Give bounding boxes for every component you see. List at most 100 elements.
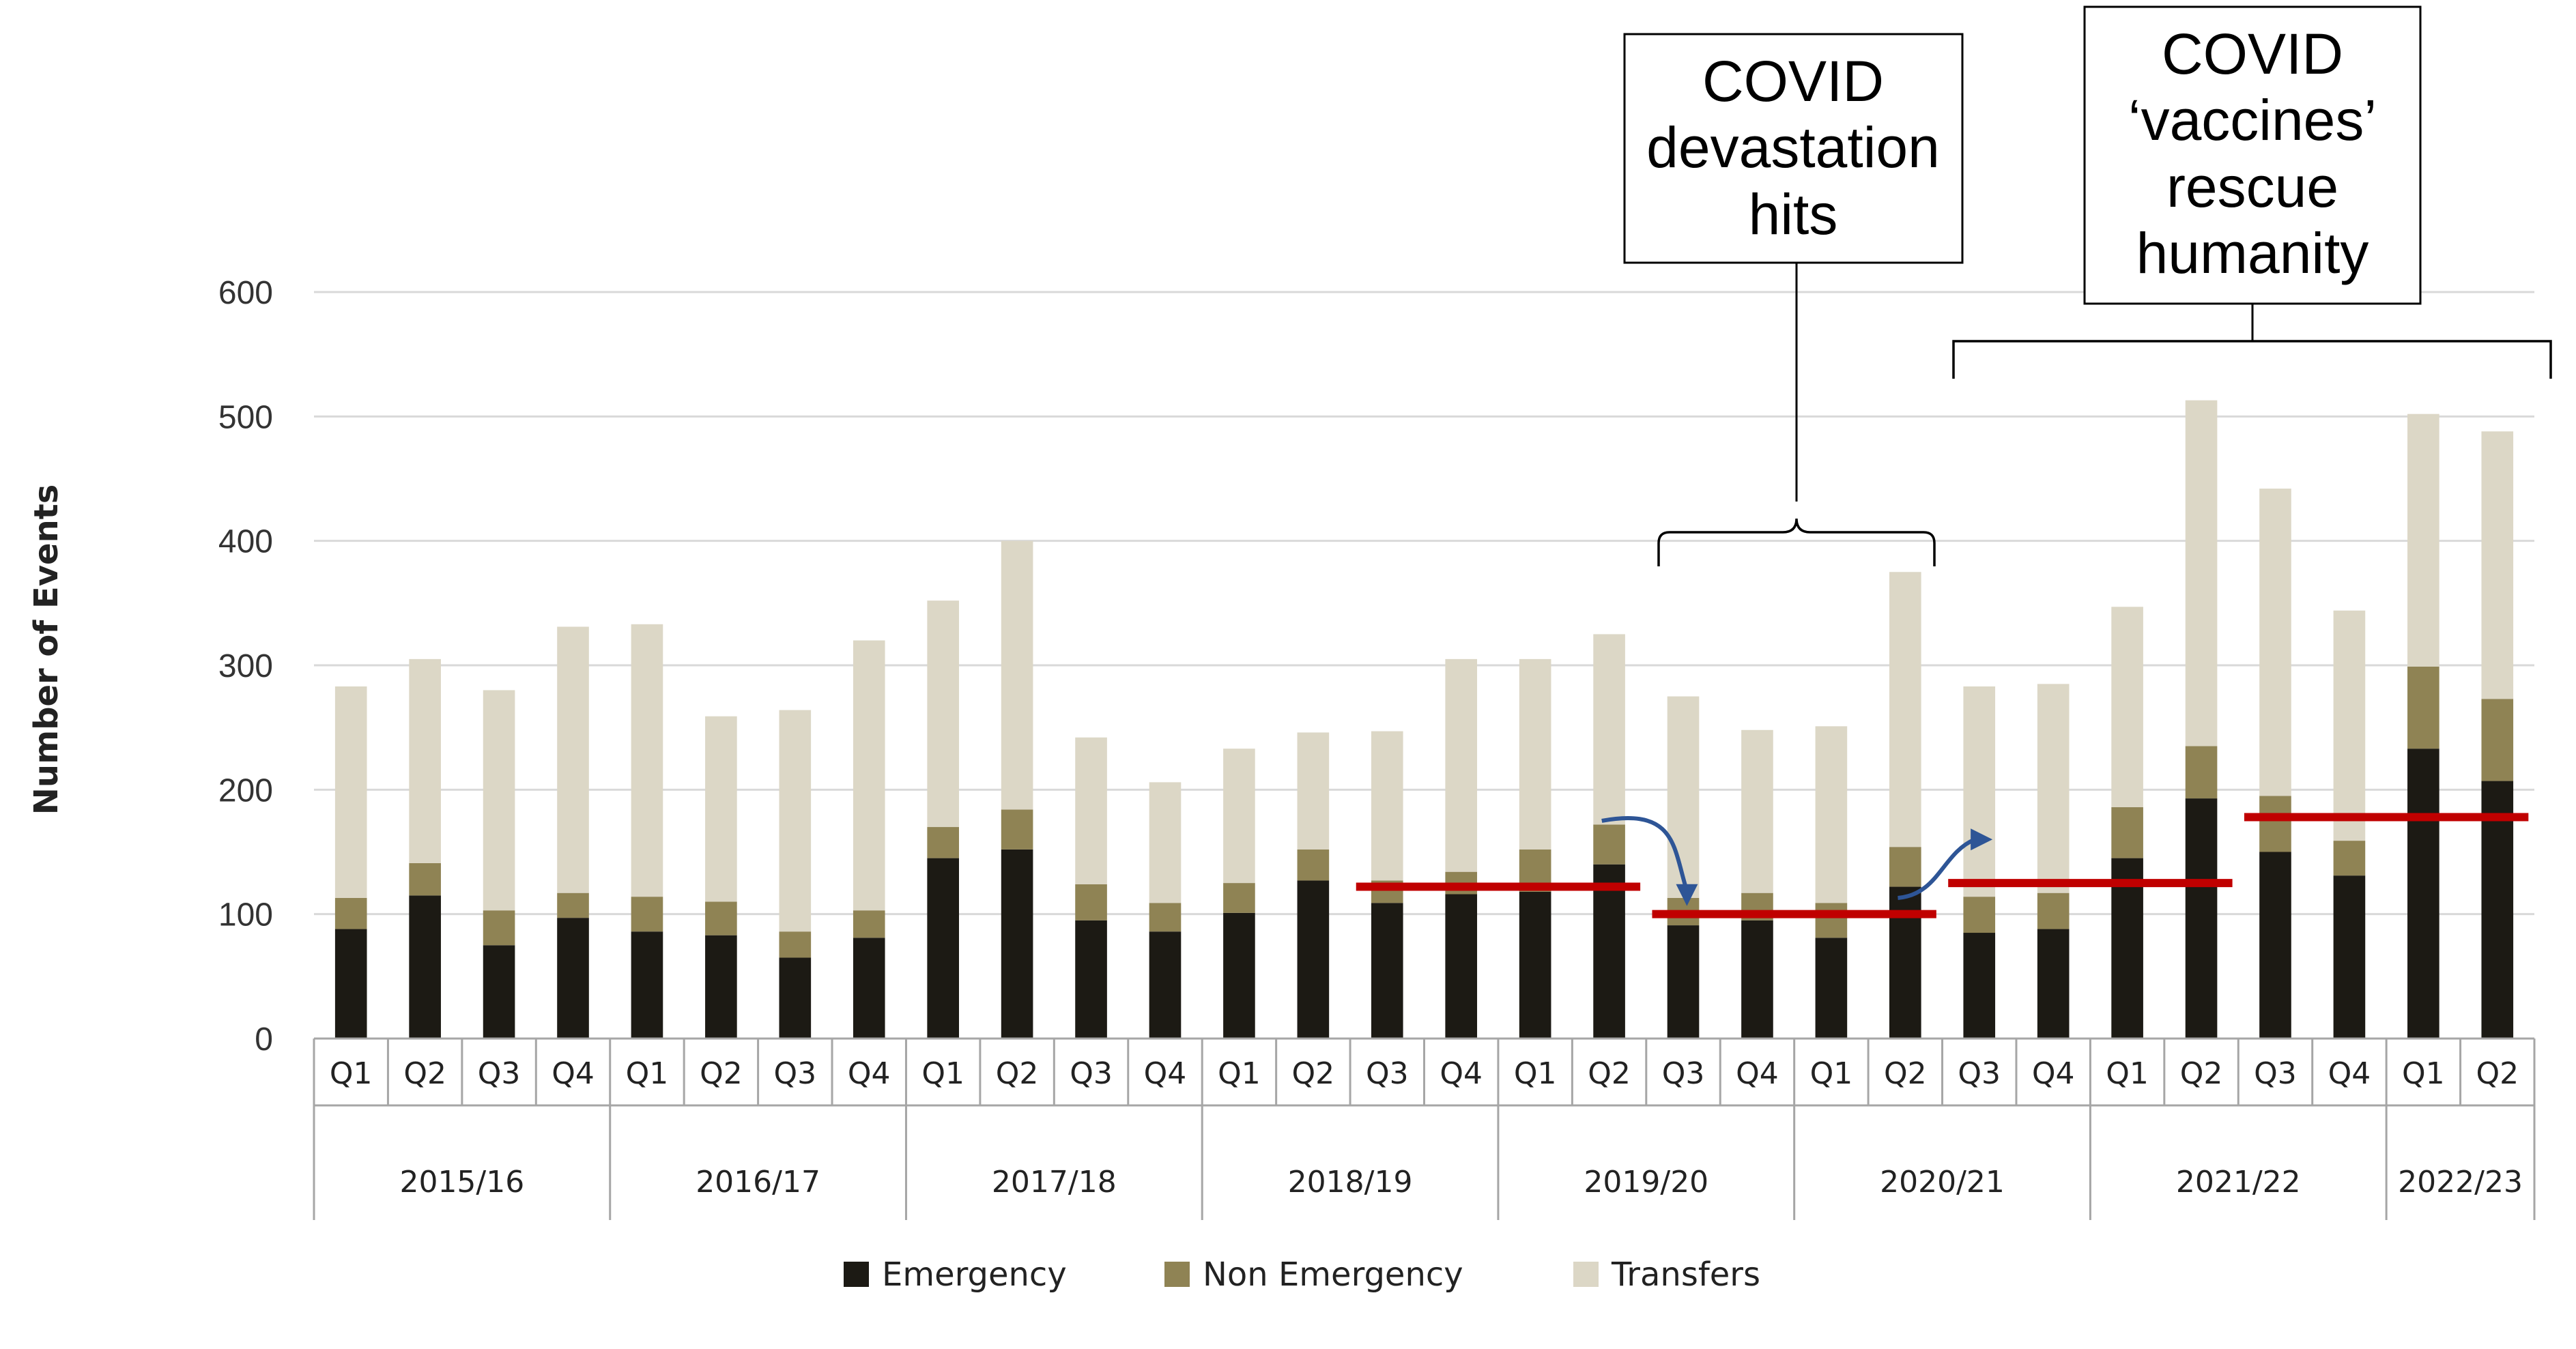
x-tick-label: Q1 <box>2106 1056 2149 1091</box>
x-tick-label: Q3 <box>1070 1056 1113 1091</box>
x-year-label: 2020/21 <box>1880 1165 2005 1200</box>
x-tick-label: Q1 <box>1810 1056 1853 1091</box>
x-year-label: 2021/22 <box>2176 1165 2301 1200</box>
trend-arrows <box>1601 816 1993 906</box>
bar-transfers <box>557 626 589 893</box>
bar-emergency <box>631 931 663 1039</box>
callout-covid-hits: COVID devastation hits <box>1623 33 1964 566</box>
callout-covid-vaccines-line-4: humanity <box>2136 221 2369 285</box>
bar-transfers <box>334 686 367 898</box>
x-tick-label: Q2 <box>1884 1056 1927 1091</box>
legend-swatch-non-emergency <box>1164 1262 1190 1287</box>
x-tick-label: Q3 <box>1662 1056 1705 1091</box>
bar-emergency <box>779 957 812 1039</box>
bar-emergency <box>853 938 885 1039</box>
bar-transfers <box>779 710 812 932</box>
x-tick-label: Q4 <box>2032 1056 2075 1091</box>
bar-transfers <box>1667 696 1700 898</box>
bar-emergency <box>1519 891 1551 1039</box>
bar-emergency <box>2037 929 2070 1039</box>
x-tick-label: Q4 <box>552 1056 595 1091</box>
x-tick-label: Q2 <box>1292 1056 1335 1091</box>
x-tick-label: Q1 <box>1514 1056 1557 1091</box>
callout-covid-vaccines-line-1: COVID <box>2162 22 2343 86</box>
callout-covid-hits-line-2: devastation <box>1646 115 1940 179</box>
x-axis <box>313 1037 2536 1220</box>
x-year-label: 2015/16 <box>399 1165 524 1200</box>
bar-transfers <box>1149 782 1182 903</box>
bar-emergency <box>2407 749 2439 1039</box>
trend-arrow <box>1898 837 1976 900</box>
bar-emergency <box>1223 912 1255 1039</box>
x-tick-label: Q3 <box>773 1056 816 1091</box>
bar-non-emergency <box>2185 746 2218 799</box>
x-tick-label: Q2 <box>2180 1056 2223 1091</box>
bar-non-emergency <box>334 897 367 929</box>
x-year-label: 2019/20 <box>1584 1165 1708 1200</box>
x-tick-label: Q4 <box>1736 1056 1779 1091</box>
bar-transfers <box>2407 414 2439 667</box>
x-tick-label: Q1 <box>921 1056 964 1091</box>
bar-emergency <box>1075 920 1107 1039</box>
trend-arrow-head <box>1971 828 1993 851</box>
bar-transfers <box>1445 658 1478 872</box>
bar-non-emergency <box>631 897 663 932</box>
bar-transfers <box>2259 489 2291 796</box>
x-tick-label: Q1 <box>1218 1056 1261 1091</box>
bar-emergency <box>409 895 441 1039</box>
bar-non-emergency <box>483 910 515 946</box>
bar-non-emergency <box>2037 893 2070 929</box>
x-tick-label: Q2 <box>700 1056 743 1091</box>
bar-non-emergency <box>1889 847 1921 887</box>
callout-covid-vaccines-box <box>2083 5 2422 305</box>
bar-emergency <box>557 918 589 1039</box>
legend-label-emergency: Emergency <box>882 1256 1067 1294</box>
bar-emergency <box>1593 864 1625 1039</box>
bar-emergency <box>483 945 515 1039</box>
callout-covid-hits-box <box>1623 33 1964 264</box>
bar-non-emergency <box>409 862 441 896</box>
bar-transfers <box>2333 610 2366 841</box>
x-year-label: 2022/23 <box>2398 1165 2523 1200</box>
bar-transfers <box>409 658 441 863</box>
bar-non-emergency <box>2333 841 2366 876</box>
bar-non-emergency <box>853 910 885 938</box>
x-tick-label: Q1 <box>626 1056 669 1091</box>
bar-transfers <box>1297 732 1330 850</box>
legend: Emergency Non Emergency Transfers <box>844 1256 1760 1294</box>
y-tick-label: 300 <box>218 648 273 684</box>
x-tick-label: Q2 <box>996 1056 1039 1091</box>
x-year-label: 2017/18 <box>992 1165 1117 1200</box>
callout-covid-hits-line-1: COVID <box>1702 49 1884 113</box>
x-tick-label: Q4 <box>1144 1056 1187 1091</box>
bar-transfers <box>705 716 737 902</box>
bar-transfers <box>1223 749 1255 884</box>
legend-label-non-emergency: Non Emergency <box>1203 1256 1463 1294</box>
bar-transfers <box>1593 634 1625 825</box>
bar-emergency <box>927 858 959 1039</box>
bar-emergency <box>334 929 367 1039</box>
bar-emergency <box>705 935 737 1039</box>
y-axis-label: Number of Events <box>27 484 66 815</box>
x-tick-label: Q4 <box>848 1056 891 1091</box>
bar-non-emergency <box>2259 796 2291 852</box>
x-tick-label: Q4 <box>1440 1056 1483 1091</box>
bar-transfers <box>2111 607 2143 807</box>
bar-transfers <box>2037 684 2070 893</box>
bar-emergency <box>2333 875 2366 1039</box>
bar-emergency <box>1001 849 1033 1039</box>
x-tick-label: Q2 <box>403 1056 446 1091</box>
bar-emergency <box>1667 925 1700 1039</box>
bar-non-emergency <box>1963 897 1996 933</box>
y-tick-label: 100 <box>218 897 273 933</box>
bar-non-emergency <box>1149 903 1182 932</box>
bars <box>334 400 2514 1039</box>
trend-arrow <box>1601 816 1689 892</box>
callout-covid-vaccines: COVID ‘vaccines’ rescue humanity <box>1952 5 2552 379</box>
bar-non-emergency <box>1297 849 1330 881</box>
bar-emergency <box>1963 933 1996 1039</box>
y-tick-label: 600 <box>218 275 273 311</box>
bar-transfers <box>1741 729 1773 893</box>
bar-non-emergency <box>557 893 589 918</box>
